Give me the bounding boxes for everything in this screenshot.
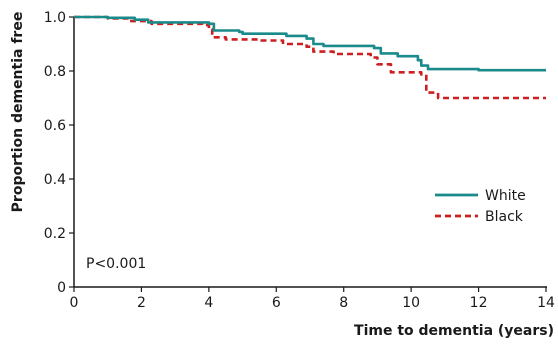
y-tick-label: 1.0 [44, 10, 66, 26]
x-tick-label: 12 [470, 295, 488, 311]
y-axis-title: Proportion dementia free [10, 12, 26, 213]
x-tick-label: 6 [272, 295, 281, 311]
y-tick-label: 0.2 [44, 226, 66, 242]
x-tick-label: 4 [204, 295, 213, 311]
legend-white-label: White [485, 188, 526, 204]
series-line-black [74, 15, 546, 100]
legend: White Black [435, 188, 526, 225]
series-line-white [74, 15, 546, 72]
x-axis-title: Time to dementia (years) [354, 323, 554, 339]
y-tick-label: 0.6 [44, 118, 66, 134]
x-tick-label: 10 [402, 295, 420, 311]
y-tick-label: 0.4 [44, 172, 66, 188]
legend-black-label: Black [485, 209, 524, 225]
p-value-annotation: P<0.001 [86, 256, 146, 272]
y-tick-label: 0.8 [44, 64, 66, 80]
axes [73, 17, 547, 288]
x-tick-label: 0 [70, 295, 79, 311]
x-tick-label: 8 [339, 295, 348, 311]
y-tick-label: 0 [57, 280, 66, 296]
ticks: 0 2 4 6 8 10 12 14 0 0.2 0.4 0.6 0.8 1.0 [44, 10, 555, 311]
x-tick-label: 2 [137, 295, 146, 311]
series-layer [74, 15, 546, 100]
x-tick-label: 14 [537, 295, 555, 311]
